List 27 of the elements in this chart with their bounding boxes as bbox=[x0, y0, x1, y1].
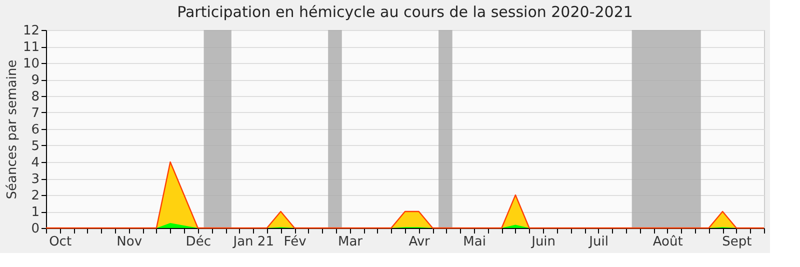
x-tick-label: Juin bbox=[530, 234, 556, 250]
x-tick-label: Juil bbox=[588, 234, 608, 250]
x-tick-label: Mar bbox=[338, 234, 364, 250]
y-tick-label: 8 bbox=[31, 90, 40, 104]
x-tick-label: Mai bbox=[463, 234, 486, 250]
y-tick-label: 4 bbox=[31, 156, 40, 170]
x-tick-label: Jan 21 bbox=[232, 234, 274, 250]
y-tick-label: 9 bbox=[31, 73, 40, 88]
y-tick-label: 5 bbox=[31, 139, 40, 154]
x-tick-label: Avr bbox=[408, 234, 431, 250]
y-tick-label: 10 bbox=[22, 56, 40, 72]
x-tick-label: Fév bbox=[284, 234, 307, 250]
y-tick-label: 2 bbox=[31, 188, 40, 204]
x-tick-label: Sept bbox=[722, 234, 752, 250]
y-tick-label: 0 bbox=[31, 222, 40, 236]
chart-title: Participation en hémicycle au cours de la session 2020-2021 bbox=[177, 3, 633, 21]
y-tick-label: 3 bbox=[31, 172, 40, 187]
x-tick-label: Août bbox=[652, 234, 683, 250]
y-tick-label: 11 bbox=[22, 40, 40, 55]
y-tick-label: 12 bbox=[22, 24, 40, 38]
x-tick-label: Déc bbox=[186, 234, 211, 250]
y-axis-title: Séances par semaine bbox=[4, 60, 20, 200]
x-tick-label: Nov bbox=[116, 234, 142, 250]
y-tick-label: 6 bbox=[31, 122, 40, 138]
x-tick-label: Oct bbox=[49, 234, 72, 250]
y-tick-label: 1 bbox=[31, 205, 40, 220]
y-tick-label: 7 bbox=[31, 106, 40, 121]
